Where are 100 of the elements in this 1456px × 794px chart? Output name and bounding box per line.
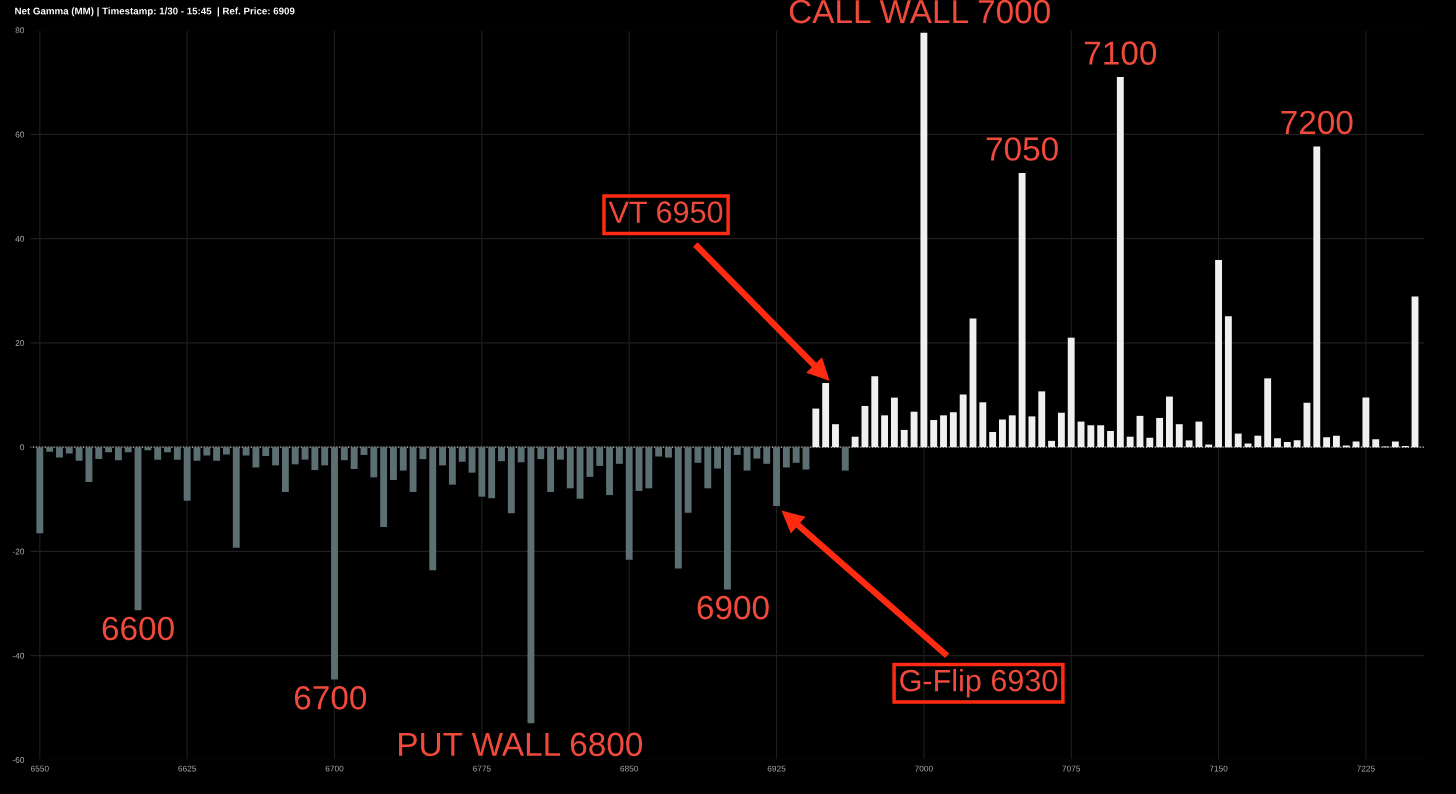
bar: [46, 447, 54, 452]
bar: [1156, 417, 1164, 448]
bar: [861, 405, 869, 448]
bar: [223, 447, 230, 455]
bar: [1146, 437, 1154, 448]
bar: [232, 447, 240, 548]
x-tick-label: 6625: [178, 765, 197, 772]
bar: [281, 447, 289, 492]
bar: [1175, 424, 1183, 448]
bar: [1283, 441, 1291, 448]
bar: [1333, 435, 1340, 448]
bar: [704, 447, 712, 489]
bar: [85, 447, 93, 483]
x-tick-label: 6850: [620, 765, 639, 772]
bar: [458, 447, 466, 462]
bar: [301, 447, 309, 460]
bar: [1313, 146, 1321, 448]
bar: [1028, 416, 1036, 448]
bar: [1352, 441, 1360, 448]
bar: [782, 447, 790, 468]
annotation: 7050: [986, 137, 1058, 161]
bar: [1293, 440, 1301, 448]
bar: [1087, 425, 1095, 448]
bar: [1097, 425, 1105, 448]
bar: [409, 447, 417, 492]
bar: [124, 447, 132, 453]
bar: [792, 447, 800, 463]
bar: [36, 447, 44, 534]
bar: [65, 447, 73, 454]
bar: [773, 447, 780, 507]
bar: [723, 447, 731, 590]
bar: [1372, 439, 1380, 448]
bar: [625, 447, 633, 560]
x-tick-label: 6700: [325, 765, 344, 772]
bar: [832, 424, 839, 448]
bar: [1057, 412, 1065, 448]
bar: [949, 412, 957, 448]
bar: [1254, 435, 1262, 448]
bar: [75, 447, 83, 461]
bar: [1048, 440, 1056, 448]
bar: [311, 447, 319, 471]
bar: [596, 447, 604, 466]
bar: [665, 447, 672, 458]
bar: [1116, 77, 1124, 448]
bar: [979, 402, 987, 448]
bar: [1391, 441, 1399, 448]
bar: [841, 447, 849, 471]
bar: [1362, 397, 1370, 448]
annotation: 7200: [1281, 110, 1353, 135]
bar: [1274, 438, 1281, 448]
x-tick-label: 6775: [473, 765, 491, 772]
bar: [183, 447, 191, 501]
bar: [291, 447, 299, 465]
x-tick-label: 6925: [767, 765, 786, 772]
bar: [144, 447, 152, 451]
y-tick-label: 60: [15, 131, 25, 138]
bar: [272, 447, 279, 466]
bar: [999, 419, 1006, 448]
bar: [203, 447, 211, 456]
x-tick-label: 7000: [915, 765, 933, 772]
y-tick-label: 0: [20, 444, 25, 451]
bar: [930, 420, 938, 448]
bar: [419, 447, 427, 460]
bar: [105, 447, 113, 453]
bar: [890, 397, 898, 448]
bar: [517, 447, 525, 463]
bar: [1018, 172, 1026, 448]
annotation: 6900: [697, 595, 769, 620]
bar: [920, 32, 928, 448]
bar: [498, 447, 505, 462]
bar: [56, 447, 63, 458]
x-tick-label: 7150: [1209, 765, 1228, 772]
bar: [851, 436, 859, 448]
bar: [674, 447, 682, 569]
bar: [1323, 437, 1331, 448]
bar: [1264, 378, 1272, 448]
bar: [439, 447, 446, 466]
bar: [252, 447, 260, 468]
bar: [606, 447, 613, 496]
bar: [547, 447, 555, 492]
y-tick-label: 20: [15, 340, 25, 346]
annotation: 7100: [1084, 41, 1157, 65]
bar: [370, 447, 378, 478]
bar: [262, 447, 270, 456]
bar: [655, 447, 663, 457]
bar: [566, 447, 574, 489]
bar: [331, 447, 338, 680]
bar: [154, 447, 162, 460]
x-tick-label: 7225: [1357, 765, 1375, 772]
bar: [164, 447, 171, 453]
bar: [576, 447, 584, 499]
bar: [1185, 440, 1193, 448]
bar: [193, 447, 201, 461]
x-tick-label: 6550: [30, 765, 49, 772]
bar: [1244, 443, 1252, 448]
bar: [684, 447, 692, 513]
bar: [488, 447, 496, 499]
y-tick-label: 40: [15, 235, 25, 242]
bar: [1234, 433, 1242, 448]
bar: [173, 447, 181, 460]
